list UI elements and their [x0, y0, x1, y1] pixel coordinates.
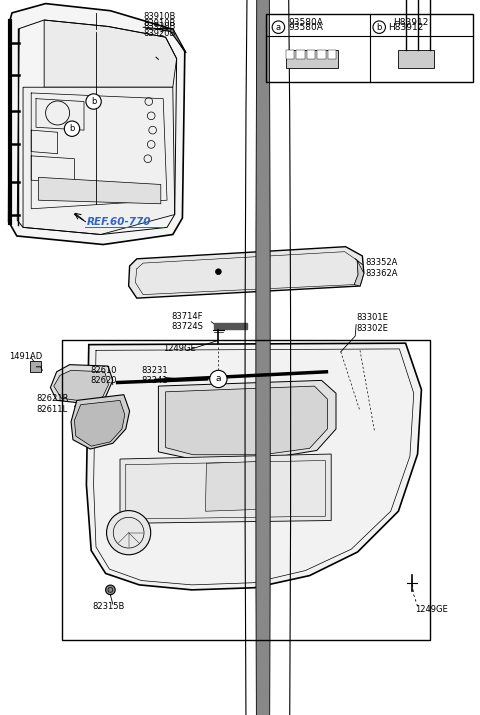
Text: b: b: [69, 124, 75, 133]
Polygon shape: [71, 395, 130, 449]
Polygon shape: [154, 29, 186, 53]
Ellipse shape: [256, 0, 270, 715]
Polygon shape: [158, 380, 336, 459]
Circle shape: [64, 121, 80, 137]
Circle shape: [106, 585, 115, 595]
Circle shape: [210, 370, 227, 388]
Circle shape: [86, 94, 101, 109]
Polygon shape: [9, 4, 185, 245]
Text: 93580A: 93580A: [288, 19, 323, 27]
Polygon shape: [50, 365, 113, 404]
Text: 82315B: 82315B: [92, 602, 124, 611]
Polygon shape: [30, 361, 41, 372]
Text: b: b: [91, 97, 96, 106]
Polygon shape: [205, 461, 269, 511]
Circle shape: [107, 511, 151, 555]
FancyBboxPatch shape: [317, 50, 326, 59]
FancyBboxPatch shape: [398, 50, 434, 68]
Polygon shape: [166, 386, 327, 455]
Text: 83301E
83302E: 83301E 83302E: [356, 313, 388, 333]
Text: 83910B
83920B: 83910B 83920B: [143, 19, 175, 39]
Polygon shape: [120, 454, 331, 523]
Circle shape: [216, 269, 221, 275]
Text: REF.60-770: REF.60-770: [86, 217, 151, 227]
Text: 1249GE: 1249GE: [163, 345, 196, 353]
Text: 82610
82620: 82610 82620: [90, 365, 117, 385]
FancyBboxPatch shape: [286, 50, 338, 68]
Polygon shape: [214, 323, 247, 329]
Circle shape: [272, 21, 285, 34]
Circle shape: [373, 21, 385, 34]
Text: 83231
83241: 83231 83241: [142, 365, 168, 385]
Polygon shape: [86, 343, 421, 590]
Text: 82621R
82611L: 82621R 82611L: [36, 394, 68, 414]
FancyBboxPatch shape: [286, 50, 294, 59]
Text: 83352A
83362A: 83352A 83362A: [366, 258, 398, 278]
Polygon shape: [44, 20, 177, 87]
Text: 83910B
83920B: 83910B 83920B: [143, 11, 175, 31]
FancyBboxPatch shape: [296, 50, 305, 59]
Text: 83714F
83724S: 83714F 83724S: [172, 312, 204, 332]
Polygon shape: [54, 370, 108, 402]
Polygon shape: [38, 177, 161, 204]
Text: H83912: H83912: [394, 19, 429, 27]
Text: a: a: [276, 23, 281, 31]
FancyBboxPatch shape: [307, 50, 315, 59]
Text: H83912: H83912: [388, 23, 423, 31]
Polygon shape: [354, 260, 364, 286]
Text: 93580A: 93580A: [288, 23, 323, 31]
Polygon shape: [129, 247, 364, 298]
FancyBboxPatch shape: [328, 50, 336, 59]
Text: a: a: [216, 375, 221, 383]
Text: 1249GE: 1249GE: [415, 605, 448, 613]
Polygon shape: [74, 400, 125, 446]
Text: 1491AD: 1491AD: [9, 352, 42, 360]
Text: b: b: [376, 23, 382, 31]
Polygon shape: [23, 87, 175, 235]
